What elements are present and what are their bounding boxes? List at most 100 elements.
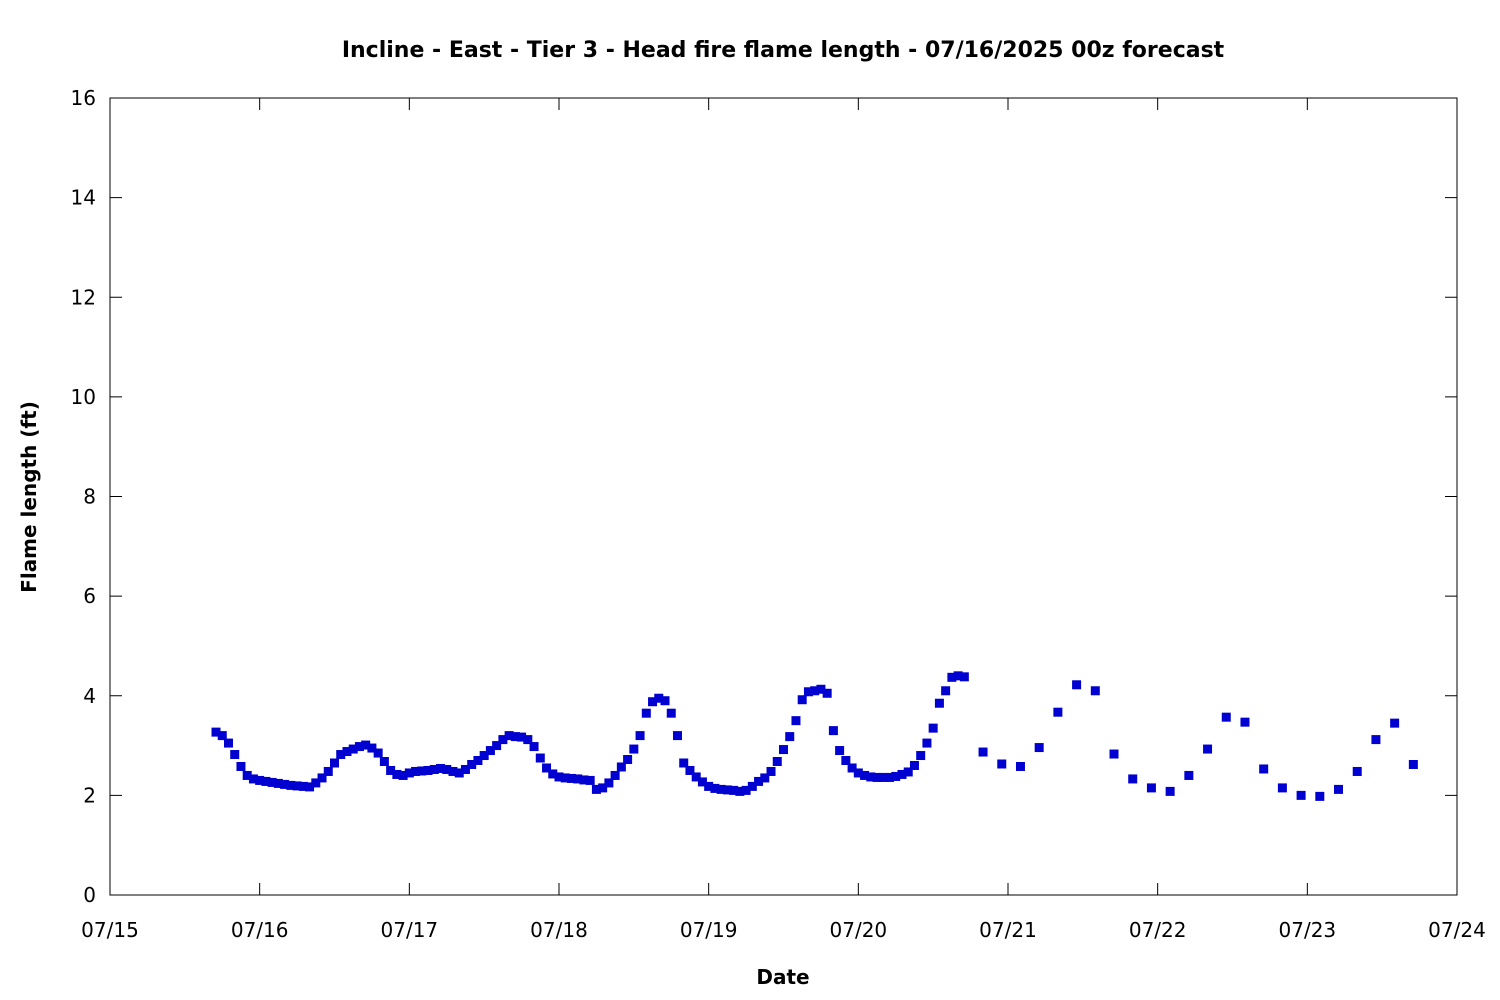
data-point [342, 747, 352, 757]
data-point [997, 759, 1007, 769]
data-point [373, 748, 383, 758]
data-point [1165, 786, 1175, 796]
data-point [741, 785, 751, 795]
data-point [454, 768, 464, 778]
data-point [959, 672, 969, 682]
data-point [1109, 749, 1119, 759]
data-point [747, 781, 757, 791]
data-point [604, 778, 614, 788]
data-point [916, 751, 926, 761]
data-point [766, 766, 776, 776]
data-point [261, 776, 271, 786]
data-point [523, 735, 533, 745]
data-point [548, 769, 558, 779]
data-point [941, 686, 951, 696]
x-tick-label: 07/15 [81, 918, 139, 942]
data-point [492, 741, 502, 751]
data-point [872, 772, 882, 782]
data-point [616, 762, 626, 772]
data-point [411, 766, 421, 776]
data-point [442, 764, 452, 774]
data-point [785, 732, 795, 742]
data-point [891, 771, 901, 781]
x-tick-label: 07/16 [231, 918, 289, 942]
data-point [1371, 735, 1381, 745]
data-point [1240, 717, 1250, 727]
x-tick-label: 07/24 [1428, 918, 1486, 942]
data-point [510, 732, 520, 742]
axes: 07/15 07/16 07/17 07/18 07/19 07/20 07/21 07/22… [71, 86, 1486, 942]
data-point [479, 751, 489, 761]
data-point [1277, 783, 1287, 793]
data-point [485, 746, 495, 756]
y-tick-label: 0 [83, 883, 96, 907]
data-point [591, 784, 601, 794]
y-tick-label: 4 [83, 684, 96, 708]
data-point [1034, 743, 1044, 753]
data-point [1296, 790, 1306, 800]
data-point [754, 776, 764, 786]
data-point [610, 770, 620, 780]
x-tick-label: 07/23 [1279, 918, 1337, 942]
chart-title: Incline - East - Tier 3 - Head fire flam… [342, 38, 1225, 63]
data-point [648, 697, 658, 707]
data-point [535, 753, 545, 763]
data-point [473, 756, 483, 766]
data-point [354, 742, 364, 752]
data-point [978, 747, 988, 757]
data-point [298, 781, 308, 791]
x-tick-label: 07/17 [381, 918, 439, 942]
x-axis-label: Date [756, 965, 809, 989]
data-point [248, 774, 258, 784]
data-point [635, 731, 645, 741]
data-point [230, 750, 240, 760]
data-point [666, 708, 676, 718]
data-point [760, 773, 770, 783]
data-point [660, 696, 670, 706]
y-tick-label: 8 [83, 485, 96, 509]
data-point [498, 735, 508, 745]
data-point [866, 772, 876, 782]
data-point [897, 769, 907, 779]
data-point [323, 766, 333, 776]
data-point [423, 765, 433, 775]
x-tick-label: 07/20 [830, 918, 888, 942]
data-point [517, 732, 527, 742]
data-point [467, 759, 477, 769]
data-point [1352, 766, 1362, 776]
data-point [722, 785, 732, 795]
data-point [448, 766, 458, 776]
data-point [1203, 744, 1213, 754]
data-point [417, 766, 427, 776]
data-point [566, 773, 576, 783]
data-point [822, 688, 832, 698]
x-tick-label: 07/19 [680, 918, 738, 942]
data-point [379, 757, 389, 767]
y-tick-label: 10 [71, 385, 96, 409]
data-point [1334, 784, 1344, 794]
data-point [542, 763, 552, 773]
data-point [579, 775, 589, 785]
y-tick-label: 6 [83, 584, 96, 608]
data-point [697, 777, 707, 787]
data-point [255, 775, 265, 785]
data-point [392, 769, 402, 779]
y-tick-label: 14 [71, 186, 96, 210]
data-point [1408, 759, 1418, 769]
data-point [211, 727, 221, 737]
data-point [623, 755, 633, 765]
data-point [641, 708, 651, 718]
data-point [305, 782, 315, 792]
data-point [292, 781, 302, 791]
data-point [529, 742, 539, 752]
data-point [429, 764, 439, 774]
data-point [573, 774, 583, 784]
data-point [803, 687, 813, 697]
y-tick-label: 12 [71, 285, 96, 309]
y-axis-label: Flame length (ft) [17, 401, 41, 593]
data-point [903, 767, 913, 777]
data-point [679, 758, 689, 768]
data-point [934, 698, 944, 708]
data-point [223, 738, 233, 748]
